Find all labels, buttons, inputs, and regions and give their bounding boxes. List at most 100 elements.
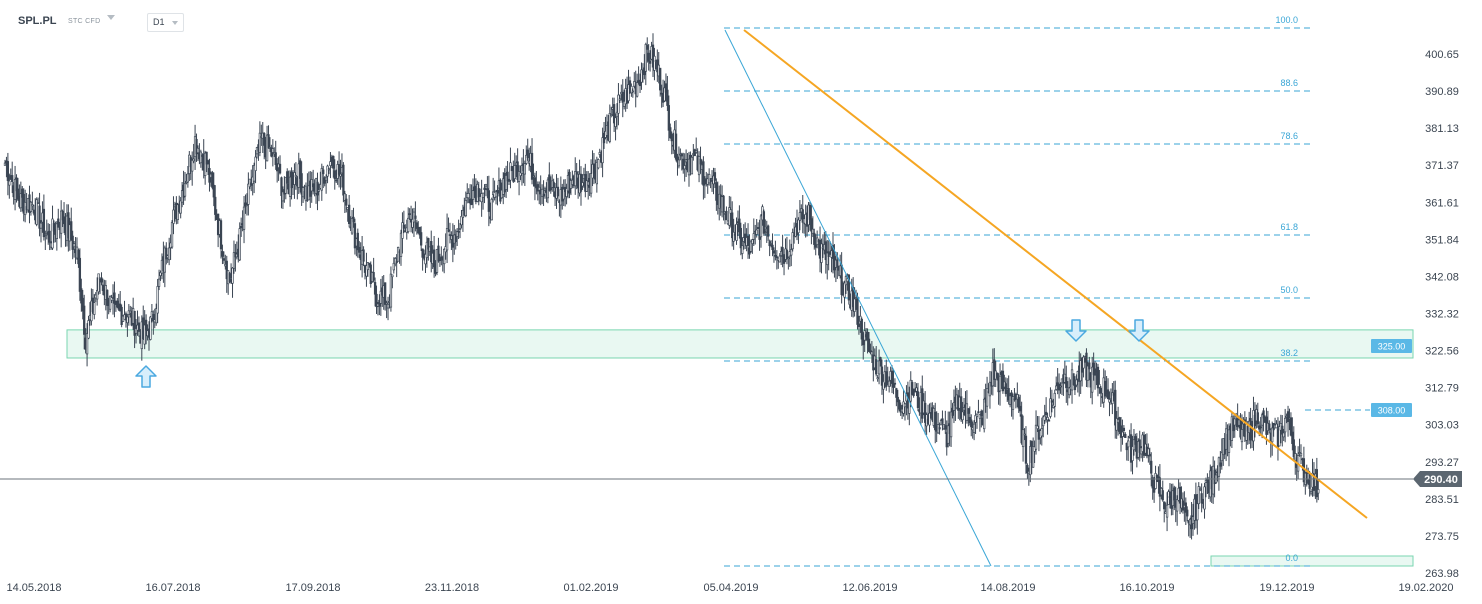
candle-body <box>1233 418 1236 426</box>
candle-body <box>1259 426 1262 429</box>
symbol-label[interactable]: SPL.PL <box>18 15 57 27</box>
candle-body <box>1040 428 1043 437</box>
candle-body <box>149 316 152 340</box>
fib-label-88.6: 88.6 <box>1280 78 1298 88</box>
candle-body <box>1114 389 1117 426</box>
candle-body <box>81 297 84 312</box>
candle-body <box>1196 503 1199 521</box>
candle-body <box>362 249 365 262</box>
candle-body <box>1098 384 1101 388</box>
candle-body <box>1282 432 1285 438</box>
candle-body <box>791 232 794 250</box>
candle-body <box>368 262 371 266</box>
candle-body <box>741 245 744 254</box>
candle-body <box>57 218 60 228</box>
candle-body <box>519 172 522 176</box>
candle-body <box>1042 416 1045 427</box>
current-price-badge <box>1413 471 1462 487</box>
x-tick-label: 12.06.2019 <box>842 582 897 594</box>
instrument-dropdown-icon[interactable] <box>107 15 115 20</box>
candle-body <box>853 298 856 312</box>
candle-body <box>327 168 331 171</box>
candle-body <box>610 114 613 117</box>
candle-body <box>212 184 215 198</box>
candle-body <box>72 243 76 248</box>
candle-body <box>870 351 874 356</box>
candle-body <box>1239 420 1242 438</box>
candle-body <box>1197 486 1200 505</box>
candle-body <box>1019 405 1022 412</box>
candle-body <box>481 192 485 198</box>
x-tick-label: 05.04.2019 <box>703 582 758 594</box>
candle-body <box>1154 473 1157 489</box>
candle-body <box>738 218 741 233</box>
candle-body <box>898 399 901 410</box>
candle-body <box>867 338 871 352</box>
candle-body <box>407 217 410 233</box>
candle-body <box>1138 439 1141 453</box>
candle-body <box>680 153 683 157</box>
candle-body <box>143 324 146 345</box>
candle-body <box>372 272 375 281</box>
candle-body <box>496 190 499 194</box>
candle-body <box>353 223 357 249</box>
candle-body <box>866 331 869 341</box>
y-tick-label: 400.65 <box>1425 49 1459 61</box>
chevron-down-icon <box>172 21 178 25</box>
candle-body <box>895 388 898 398</box>
candle-body <box>80 288 83 304</box>
candle-body <box>993 359 996 380</box>
fib-label-61.8: 61.8 <box>1280 222 1298 232</box>
fib-label-78.6: 78.6 <box>1280 131 1298 141</box>
chart-toolbar: SPL.PL STC CFD D1 <box>0 0 300 40</box>
candle-body <box>695 150 698 153</box>
candle-body <box>826 252 829 266</box>
candle-body <box>1118 417 1121 432</box>
candle-body <box>1268 423 1271 431</box>
candle-body <box>458 228 462 230</box>
candle-body <box>565 188 568 197</box>
candle-body <box>970 419 973 428</box>
candle-body <box>1203 486 1206 510</box>
candle-body <box>440 256 443 259</box>
candle-body <box>683 165 686 170</box>
candle-body <box>19 193 22 209</box>
candle-body <box>221 251 224 257</box>
candle-body <box>199 151 202 164</box>
candle-body <box>880 366 884 386</box>
candle-body <box>725 210 728 221</box>
candle-body <box>542 193 545 197</box>
candle-body <box>6 161 10 181</box>
timeframe-select[interactable]: D1 <box>147 13 184 32</box>
candle-body <box>797 219 800 234</box>
candle-body <box>176 204 179 221</box>
candle-body <box>196 147 200 154</box>
candle-body <box>401 222 404 239</box>
candle-body <box>399 232 403 257</box>
x-tick-label: 17.09.2018 <box>285 582 340 594</box>
candle-body <box>728 207 731 226</box>
candle-body <box>85 333 89 355</box>
fib-label-0.0: 0.0 <box>1285 553 1298 563</box>
candle-body <box>697 156 701 176</box>
candle-body <box>640 69 643 83</box>
candle-body <box>1217 457 1221 477</box>
candle-body <box>29 201 33 212</box>
candle-body <box>998 375 1002 392</box>
candle-body <box>902 401 905 414</box>
candle-body <box>317 189 321 192</box>
candle-body <box>152 314 155 322</box>
candle-body <box>1152 487 1156 493</box>
candle-body <box>1088 362 1091 370</box>
level-badge-308.00 <box>1371 403 1412 417</box>
candle-body <box>375 293 378 308</box>
candle-body <box>411 219 414 228</box>
x-tick-label: 16.10.2019 <box>1119 582 1174 594</box>
candle-body <box>801 209 804 223</box>
candle-body <box>814 244 817 248</box>
candle-body <box>1124 433 1127 439</box>
candle-body <box>373 282 377 295</box>
instrument-type-label[interactable]: STC CFD <box>68 18 101 25</box>
x-tick-label: 23.11.2018 <box>425 582 479 594</box>
